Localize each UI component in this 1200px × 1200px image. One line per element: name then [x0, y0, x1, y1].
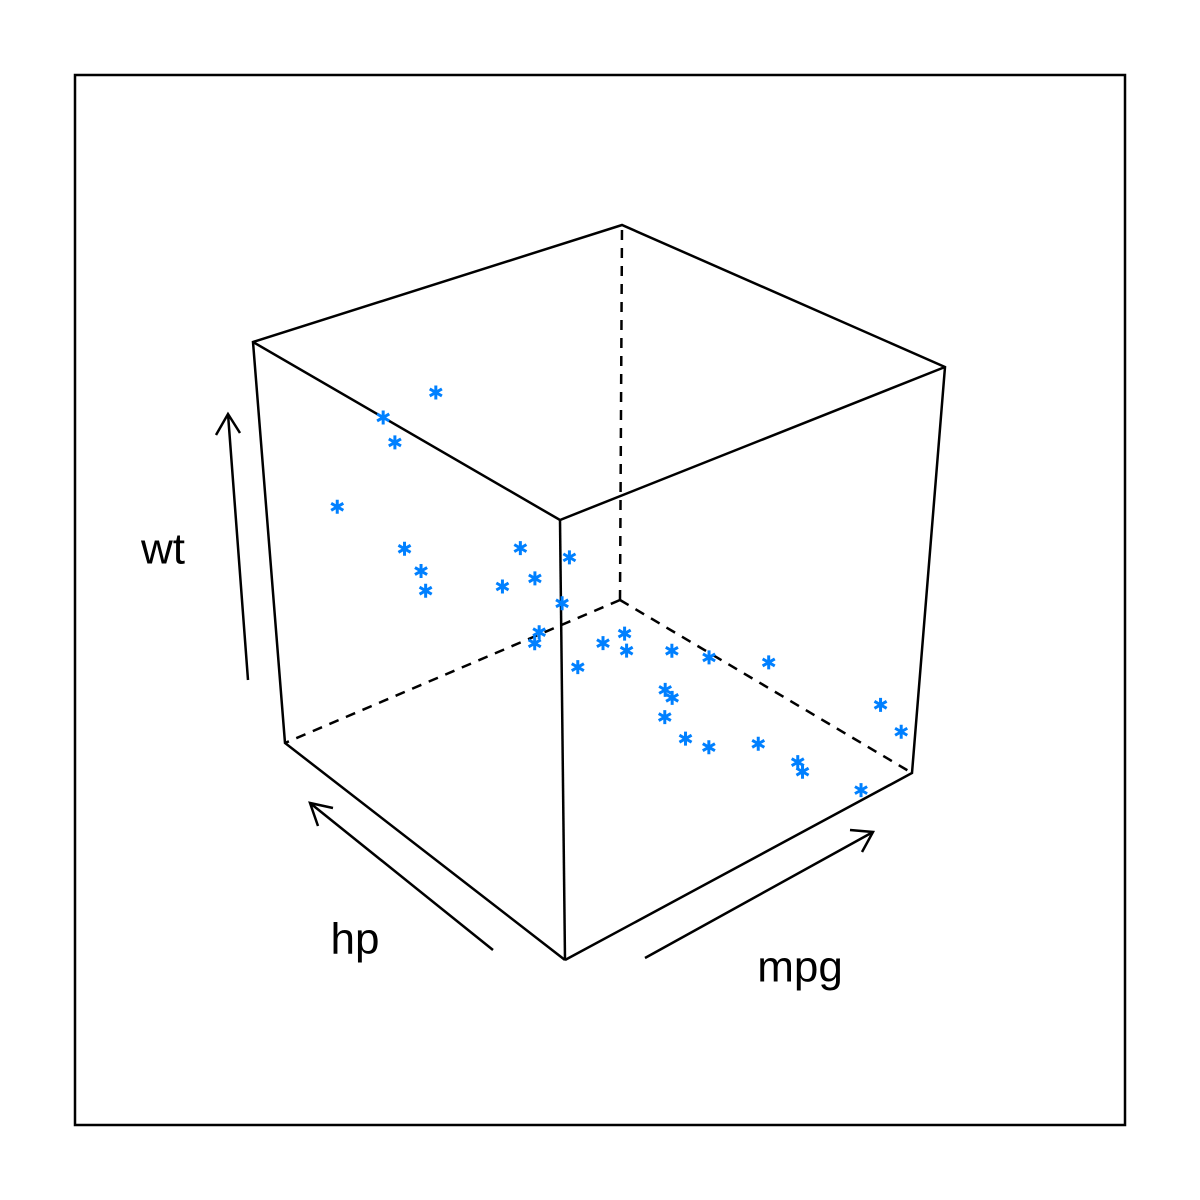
- points: [330, 385, 909, 798]
- y-axis-label: hp: [331, 915, 380, 964]
- point: [596, 636, 610, 651]
- cube-edge-hidden: [618, 224, 624, 601]
- y-arrow: [308, 801, 494, 951]
- point: [658, 682, 673, 697]
- point: [388, 435, 402, 450]
- point: [751, 736, 766, 751]
- point: [619, 643, 634, 658]
- point: [894, 724, 909, 739]
- cube-edge-hidden: [284, 598, 621, 745]
- cube: [251, 223, 947, 962]
- point: [678, 731, 693, 746]
- point: [873, 697, 888, 712]
- point: [528, 571, 542, 586]
- point: [702, 650, 716, 665]
- x-axis-label: mpg: [757, 943, 843, 992]
- cube-edge-hidden: [619, 598, 913, 775]
- z-axis-label: wt: [140, 525, 185, 574]
- point: [513, 541, 528, 556]
- point: [562, 550, 577, 565]
- point: [376, 410, 391, 425]
- point: [330, 499, 345, 514]
- point: [555, 596, 569, 611]
- point: [418, 583, 433, 598]
- point: [854, 783, 868, 798]
- point: [702, 740, 716, 755]
- point: [527, 636, 542, 651]
- point: [532, 625, 546, 640]
- point: [657, 710, 672, 725]
- point: [397, 541, 412, 556]
- point: [617, 626, 632, 641]
- point: [414, 564, 428, 579]
- point: [495, 579, 510, 594]
- point: [665, 643, 679, 658]
- z-arrow: [214, 411, 250, 681]
- point: [790, 755, 805, 770]
- x-arrow: [644, 828, 876, 960]
- point: [428, 385, 443, 400]
- point: [665, 690, 679, 705]
- point: [570, 660, 585, 675]
- point: [795, 764, 810, 779]
- axis-arrows: [214, 411, 876, 960]
- panel-border: [73, 73, 1127, 1127]
- cube-edge: [252, 340, 946, 522]
- cube-edge: [558, 519, 567, 961]
- point: [761, 655, 776, 670]
